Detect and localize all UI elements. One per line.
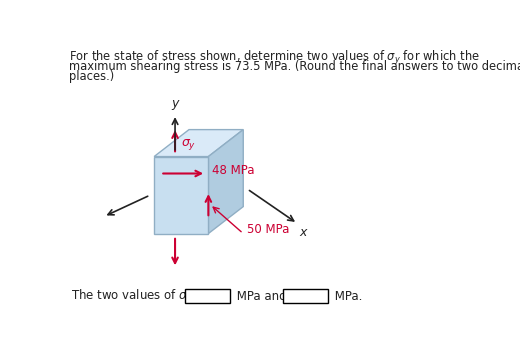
Bar bbox=[185, 289, 230, 303]
Text: MPa.: MPa. bbox=[331, 290, 362, 303]
Text: maximum shearing stress is 73.5 MPa. (Round the final answers to two decimal: maximum shearing stress is 73.5 MPa. (Ro… bbox=[69, 60, 520, 72]
Polygon shape bbox=[154, 130, 243, 157]
Polygon shape bbox=[209, 130, 243, 234]
Text: 50 MPa: 50 MPa bbox=[247, 223, 290, 236]
Bar bbox=[283, 289, 328, 303]
Text: places.): places.) bbox=[69, 70, 114, 83]
Text: The two values of $\sigma_y$ are: The two values of $\sigma_y$ are bbox=[71, 288, 216, 306]
Text: x: x bbox=[300, 226, 307, 239]
Polygon shape bbox=[154, 157, 209, 234]
Text: MPa and –: MPa and – bbox=[233, 290, 300, 303]
Text: y: y bbox=[172, 97, 179, 110]
Text: For the state of stress shown, determine two values of $\sigma_y$ for which the: For the state of stress shown, determine… bbox=[69, 49, 479, 67]
Text: 48 MPa: 48 MPa bbox=[212, 164, 255, 177]
Text: $\sigma_y$: $\sigma_y$ bbox=[181, 137, 197, 152]
